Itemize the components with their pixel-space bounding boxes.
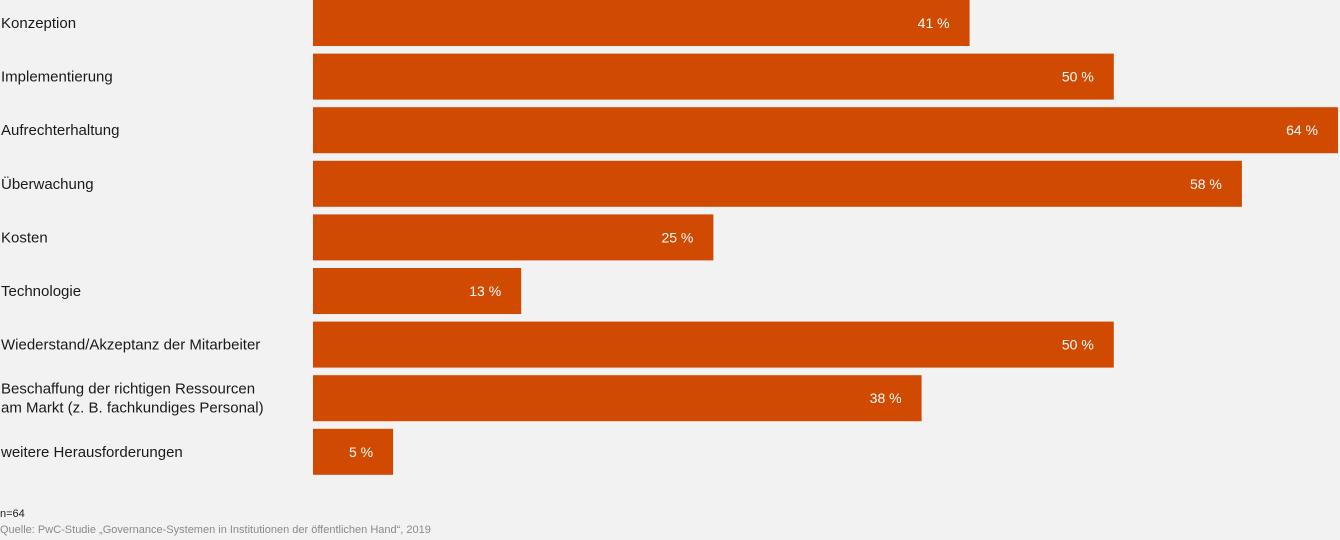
bar-value-label-8: 38 % xyxy=(870,390,902,406)
bar-3 xyxy=(313,107,1338,154)
category-label-7: Wiederstand/Akzeptanz der Mitarbeiter xyxy=(1,337,260,354)
category-label-9: weitere Herausforderungen xyxy=(0,444,183,461)
bar-value-label-4: 58 % xyxy=(1190,176,1222,192)
bar-6 xyxy=(313,268,522,314)
bar-2 xyxy=(313,53,1114,100)
category-label-4: Überwachung xyxy=(1,175,94,193)
category-label-3: Aufrechterhaltung xyxy=(1,122,119,139)
category-label-8: Beschaffung der richtigen Ressourcen am M… xyxy=(1,381,264,417)
bar-value-label-2: 50 % xyxy=(1062,69,1094,85)
category-label-5: Kosten xyxy=(1,229,48,246)
category-label-2: Implementierung xyxy=(1,69,113,86)
bar-value-label-3: 64 % xyxy=(1286,122,1318,138)
bar-8 xyxy=(313,375,922,422)
bar-1 xyxy=(313,0,970,46)
bar-value-label-7: 50 % xyxy=(1062,337,1094,353)
bar-value-label-9: 5 % xyxy=(349,444,373,460)
category-label-1: Konzeption xyxy=(1,15,76,32)
bar-9 xyxy=(313,428,394,475)
bar-value-label-6: 13 % xyxy=(469,283,501,299)
sample-size-note: n=64 xyxy=(0,508,25,520)
bar-7 xyxy=(313,321,1114,368)
bar-4 xyxy=(313,160,1242,207)
category-label-6: Technologie xyxy=(1,283,81,300)
bar-value-label-1: 41 % xyxy=(918,15,950,31)
bar-value-label-5: 25 % xyxy=(661,229,693,245)
bar-5 xyxy=(313,214,714,261)
source-note: Quelle: PwC-Studie „Governance-Systemen … xyxy=(0,524,431,536)
